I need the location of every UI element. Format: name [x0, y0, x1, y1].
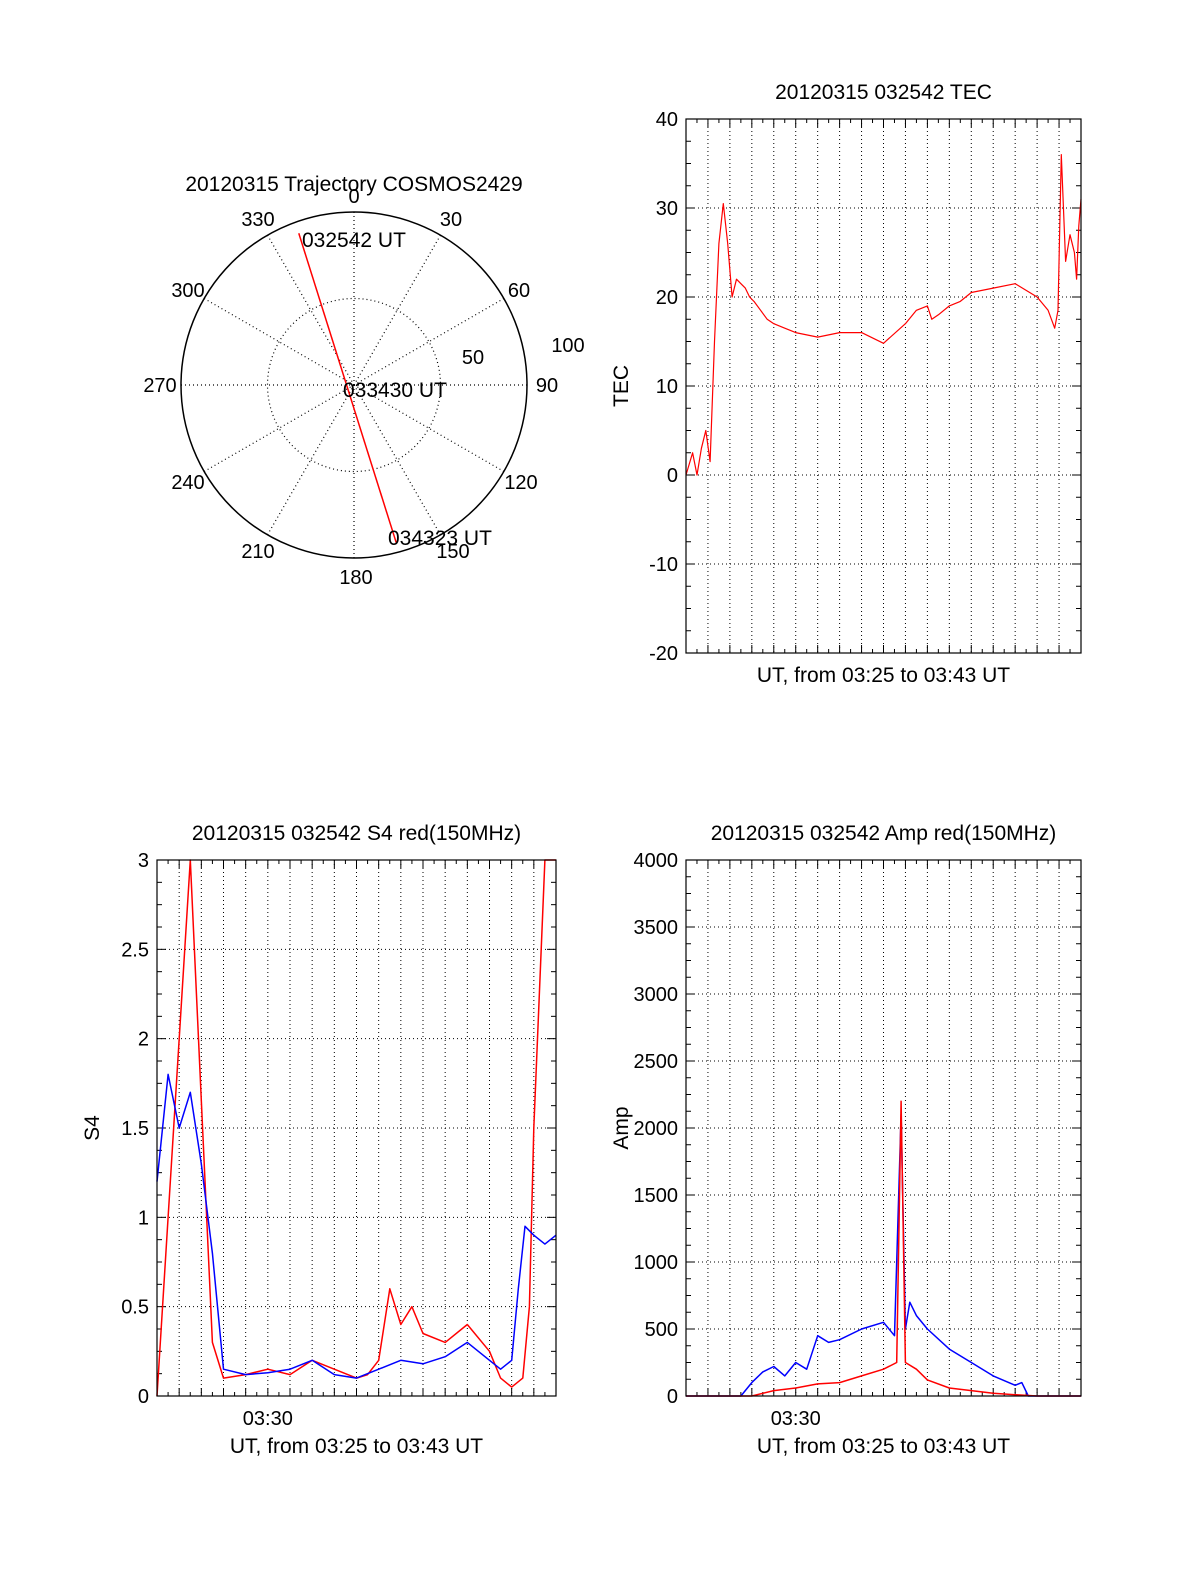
azimuth-label: 180 [339, 567, 372, 589]
azimuth-label: 330 [241, 209, 274, 231]
series-line-blue [686, 1113, 1081, 1397]
y-tick-label: -20 [649, 643, 678, 665]
azimuth-label: 0 [348, 186, 359, 208]
y-tick-label: 0 [667, 1386, 678, 1408]
polar-spoke [353, 384, 505, 473]
x-axis-label: UT, from 03:25 to 03:43 UT [757, 1435, 1010, 1458]
y-tick-label: 10 [656, 376, 678, 398]
s4-line-chart: 0 0.5 1 1.5 2 2.5 3 20120315 032542 S4 red(150M… [81, 822, 557, 1458]
azimuth-label: 210 [241, 541, 274, 563]
x-tick-label: 03:30 [243, 1408, 293, 1430]
y-tick-label: 30 [656, 198, 678, 220]
polar-spoke [266, 234, 355, 386]
trajectory-line [298, 233, 398, 544]
y-tick-label: 1500 [634, 1185, 679, 1207]
y-tick-label: 3500 [634, 917, 679, 939]
chart-title: 20120315 032542 S4 red(150MHz) [192, 822, 521, 845]
azimuth-label: 240 [171, 472, 204, 494]
y-tick-label: 0 [138, 1386, 149, 1408]
plot-frame [685, 118, 1082, 654]
polar-spoke [353, 234, 442, 386]
y-tick-label: 2.5 [121, 939, 149, 961]
polar-spoke [203, 384, 355, 473]
y-axis-label: S4 [81, 1115, 104, 1141]
series-line-TEC [685, 154, 1082, 476]
amp-line-chart: 0 500 1000 1500 2000 2500 3000 3500 4000 20120315… [610, 822, 1082, 1458]
radial-label: 100 [551, 335, 584, 357]
x-axis-label: UT, from 03:25 to 03:43 UT [757, 664, 1010, 687]
y-tick-label: 1 [138, 1207, 149, 1229]
series-line-blue [156, 1073, 557, 1379]
chart-title: 20120315 032542 TEC [775, 81, 992, 104]
y-tick-label: 40 [656, 109, 678, 131]
y-tick-label: -10 [649, 554, 678, 576]
y-tick-label: 2 [138, 1029, 149, 1051]
polar-trajectory-chart: 0 30 60 90 120 150 180 210 240 270 300 330 50 100 0325… [143, 173, 584, 589]
azimuth-label: 270 [143, 375, 176, 397]
y-axis-label: TEC [610, 365, 633, 407]
radial-label: 50 [462, 347, 484, 369]
trajectory-time-label: 032542 UT [302, 229, 406, 252]
y-tick-label: 1000 [634, 1252, 679, 1274]
y-tick-label: 3 [138, 850, 149, 872]
y-tick-label: 0.5 [121, 1297, 149, 1319]
y-tick-label: 0 [667, 465, 678, 487]
polar-spoke [266, 384, 355, 536]
y-tick-label: 20 [656, 287, 678, 309]
chart-title: 20120315 032542 Amp red(150MHz) [711, 822, 1057, 845]
x-tick-label: 03:30 [771, 1408, 821, 1430]
azimuth-label: 90 [536, 375, 558, 397]
azimuth-label: 300 [171, 280, 204, 302]
y-tick-label: 3000 [634, 984, 679, 1006]
plot-frame [156, 859, 557, 1397]
y-tick-label: 1.5 [121, 1118, 149, 1140]
azimuth-label: 120 [504, 472, 537, 494]
y-tick-label: 500 [645, 1319, 678, 1341]
polar-inner-ring [266, 297, 442, 473]
plot-frame [685, 859, 1082, 1397]
y-tick-label: 4000 [634, 850, 679, 872]
polar-spoke [203, 297, 355, 386]
chart-title: 20120315 Trajectory COSMOS2429 [185, 173, 522, 196]
trajectory-time-label: 033430 UT [343, 379, 447, 402]
y-axis-label: Amp [610, 1106, 633, 1149]
x-axis-label: UT, from 03:25 to 03:43 UT [230, 1435, 483, 1458]
azimuth-label: 150 [436, 541, 469, 563]
trajectory-time-label: 034323 UT [388, 527, 492, 550]
y-tick-label: 2000 [634, 1118, 679, 1140]
series-line-red [686, 1100, 1081, 1397]
azimuth-label: 30 [440, 209, 462, 231]
azimuth-label: 60 [508, 280, 530, 302]
tec-line-chart: -20 -10 0 10 20 30 40 20120315 032542 TEC UT, fr… [610, 81, 1082, 687]
polar-spoke [353, 384, 442, 536]
polar-spoke [353, 297, 505, 386]
y-tick-label: 2500 [634, 1051, 679, 1073]
